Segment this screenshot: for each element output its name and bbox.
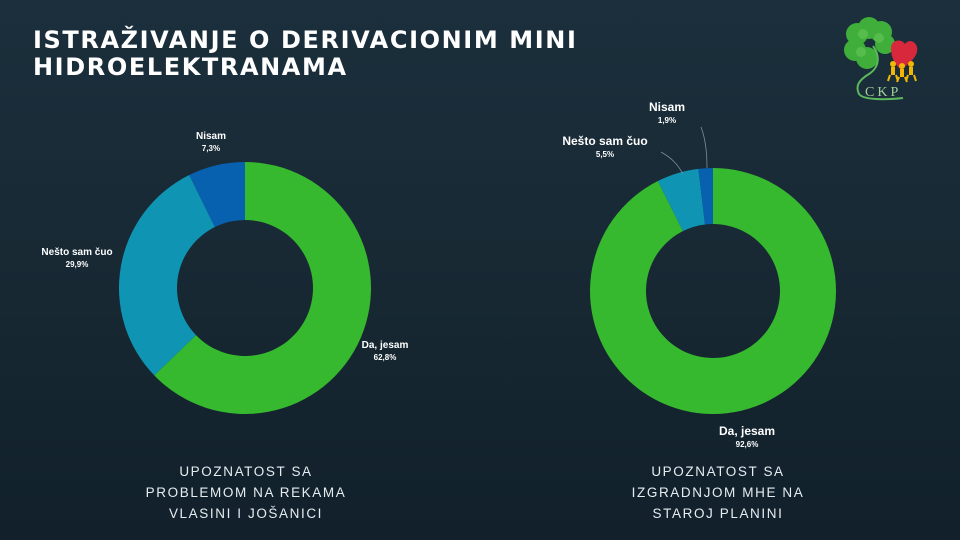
leader-line-nisam — [700, 126, 708, 169]
title-line-1: ISTRAŽIVANJE O DERIVACIONIM MINI — [33, 26, 578, 54]
donut-chart-right — [590, 168, 837, 414]
donut-chart-left — [118, 162, 371, 414]
label-nesto-left: Nešto sam čuo 29,9% — [41, 247, 113, 269]
slice-ne-to-sam-uo — [118, 175, 215, 376]
slice-da-jesam — [154, 162, 371, 414]
label-da-left: Da, jesam 62,8% — [361, 340, 409, 362]
label-nisam-right: Nisam 1,9% — [648, 100, 686, 125]
slice-nisam — [698, 168, 713, 225]
label-nisam-left: Nisam 7,3% — [195, 131, 227, 153]
slice-ne-to-sam-uo — [657, 168, 706, 232]
title-line-2: HIDROELEKTRANAMA — [33, 53, 348, 81]
leader-line-nesto — [660, 151, 684, 175]
ckp-logo-icon: CKP — [844, 17, 918, 101]
label-nesto-right: Nešto sam čuo 5,5% — [562, 134, 648, 159]
page-title: ISTRAŽIVANJE O DERIVACIONIM MINI HIDROEL… — [33, 27, 578, 81]
caption-right: UPOZNATOST SA IZGRADNJOM MHE NA STAROJ P… — [631, 464, 805, 521]
slice-nisam — [189, 162, 245, 228]
svg-text:CKP: CKP — [865, 85, 901, 100]
slice-da-jesam — [590, 168, 837, 414]
caption-left: UPOZNATOST SA PROBLEMOM NA REKAMA VLASIN… — [145, 464, 347, 521]
label-da-right: Da, jesam 92,6% — [718, 424, 776, 449]
